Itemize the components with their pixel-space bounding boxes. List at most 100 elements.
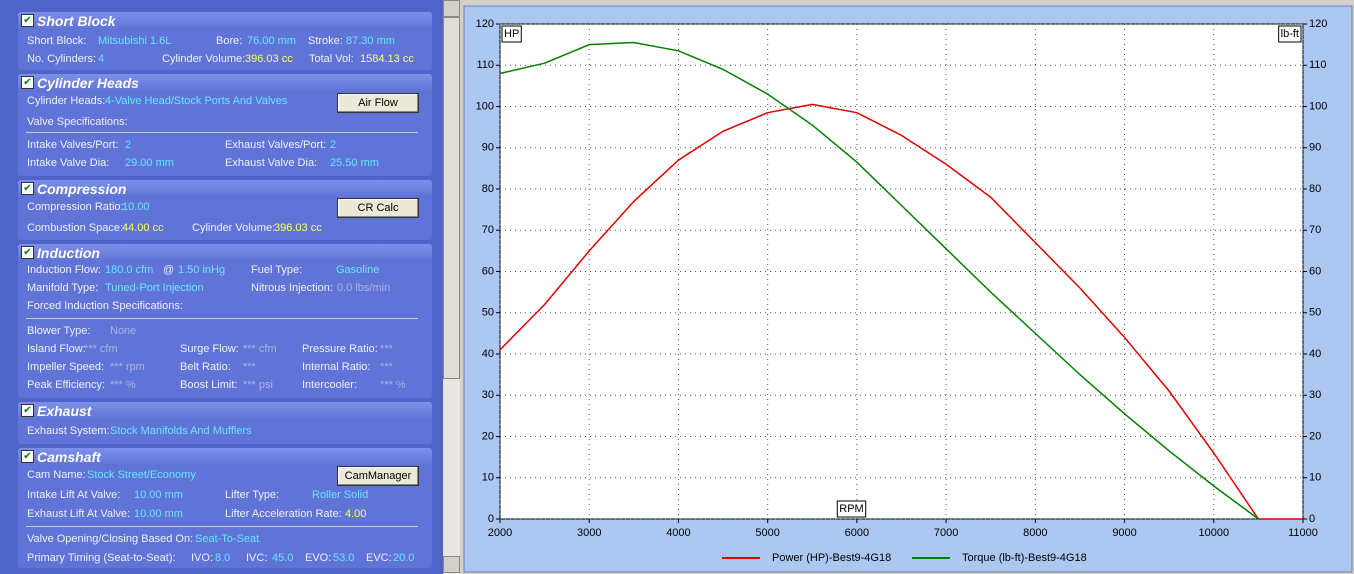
field-label: Nitrous Injection: [251, 282, 333, 294]
x-tick-label: 8000 [1023, 527, 1047, 539]
section-checkbox[interactable]: ✔ [21, 76, 34, 89]
field-label: Intake Valve Dia: [27, 157, 110, 169]
y-tick-label: 100 [476, 100, 494, 112]
scroll-up[interactable] [443, 0, 460, 17]
field-value: Stock Manifolds And Mufflers [110, 425, 252, 437]
field-label: Short Block: [27, 35, 87, 47]
y-axis-label-box [501, 25, 522, 43]
separator [26, 526, 418, 527]
field-label: Cylinder Volume: [192, 222, 276, 234]
field-label: Compression Ratio: [27, 201, 124, 213]
field-label: Stroke: [308, 35, 343, 47]
plot-area [499, 23, 1304, 520]
x-tick-label: 6000 [845, 527, 869, 539]
x-tick-label: 11000 [1288, 527, 1318, 539]
x-axis-label: RPM [839, 503, 863, 515]
x-tick-label: 9000 [1112, 527, 1136, 539]
section-header [18, 244, 432, 262]
field-value: 4.00 [345, 508, 367, 520]
field-value: Mitsubishi 1.6L [98, 35, 172, 47]
action-button[interactable]: CamManager [337, 466, 419, 486]
action-button[interactable]: CR Calc [337, 198, 419, 218]
section-title: Cylinder Heads [37, 75, 139, 91]
x-tick-label: 7000 [934, 527, 958, 539]
y-axis-label: HP [504, 28, 519, 40]
section-checkbox[interactable]: ✔ [21, 246, 34, 259]
field-value: 4 [98, 53, 105, 65]
field-label: Internal Ratio: [302, 361, 371, 373]
section-title: Induction [37, 245, 100, 261]
section-checkbox[interactable]: ✔ [21, 182, 34, 195]
field-value: 4-Valve Head/Stock Ports And Valves [105, 95, 288, 107]
section-checkbox[interactable]: ✔ [21, 14, 34, 27]
field-label: Pressure Ratio: [302, 343, 378, 355]
field-value: 180.0 cfm [105, 264, 154, 276]
y-tick-label: 0 [488, 513, 494, 525]
section-header [18, 74, 432, 92]
section-title: Compression [37, 181, 127, 197]
x-tick-label: 2000 [488, 527, 512, 539]
field-label: Island Flow: [27, 343, 86, 355]
field-label: Valve Opening/Closing Based On: [27, 533, 194, 545]
field-value: *** [380, 343, 393, 355]
y-tick-label: 40 [482, 348, 494, 360]
section-title: Camshaft [37, 449, 101, 465]
x-tick-label: 5000 [755, 527, 779, 539]
y-tick-label: 10 [482, 472, 494, 484]
separator [26, 132, 418, 133]
section-header [18, 448, 432, 466]
field-value: *** % [380, 379, 406, 391]
field-value: 10.00 [122, 201, 150, 213]
section-checkbox[interactable]: ✔ [21, 450, 34, 463]
y2-tick-label: 80 [1309, 183, 1321, 195]
field-value: *** psi [243, 379, 273, 391]
section-title: Exhaust [37, 403, 92, 419]
field-value: 1.50 inHg [178, 264, 226, 276]
field-label: Cylinder Volume: [162, 53, 246, 65]
y-tick-label: 20 [482, 430, 494, 442]
y2-tick-label: 100 [1309, 100, 1327, 112]
legend-label: Power (HP)-Best9-4G18 [772, 552, 891, 564]
field-value: Roller Solid [312, 489, 369, 501]
field-label: Surge Flow: [180, 343, 239, 355]
scrollbar[interactable] [443, 0, 460, 574]
field-value: Gasoline [336, 264, 380, 276]
field-value: 396.03 cc [245, 53, 293, 65]
action-button[interactable]: Air Flow [337, 93, 419, 113]
y2-tick-label: 110 [1309, 59, 1327, 71]
x-axis-label-box [836, 500, 867, 518]
field-label: Boost Limit: [180, 379, 238, 391]
y-tick-label: 110 [476, 59, 494, 71]
field-label: Manifold Type: [27, 282, 99, 294]
y2-axis-label-box [1278, 25, 1302, 43]
field-value: None [110, 325, 137, 337]
field-value: 25.50 mm [330, 157, 379, 169]
series-line [499, 41, 1259, 520]
field-value: Tuned-Port Injection [105, 282, 204, 294]
y2-axis-label: lb-ft [1281, 28, 1299, 40]
field-label: Bore: [216, 35, 243, 47]
chart: 0 10 20 30 40 50 60 70 80 90 100 110 120 0 10 20 30 40 50 6… [463, 5, 1353, 573]
field-label: Exhaust System: [27, 425, 110, 437]
y2-tick-label: 50 [1309, 307, 1321, 319]
scroll-down[interactable] [443, 556, 460, 573]
y2-tick-label: 40 [1309, 348, 1321, 360]
section-checkbox[interactable]: ✔ [21, 404, 34, 417]
field-label: Intake Lift At Valve: [27, 489, 121, 501]
field-value: 45.0 [272, 552, 294, 564]
field-value: 53.0 [333, 552, 355, 564]
y2-tick-label: 10 [1309, 472, 1321, 484]
y2-tick-label: 20 [1309, 430, 1321, 442]
field-label: Fuel Type: [251, 264, 303, 276]
field-label: Total Vol: [309, 53, 354, 65]
scroll-thumb[interactable] [443, 17, 460, 379]
x-tick-label: 10000 [1198, 527, 1229, 539]
field-label: Impeller Speed: [27, 361, 105, 373]
field-value: 2 [330, 139, 337, 151]
engine-spec-panel: ✔ Short Block Short Block: Mitsubishi 1.6L B… [0, 0, 443, 574]
y2-tick-label: 90 [1309, 142, 1321, 154]
series-line [499, 103, 1303, 520]
field-value: *** rpm [110, 361, 145, 373]
y-tick-label: 90 [482, 142, 494, 154]
